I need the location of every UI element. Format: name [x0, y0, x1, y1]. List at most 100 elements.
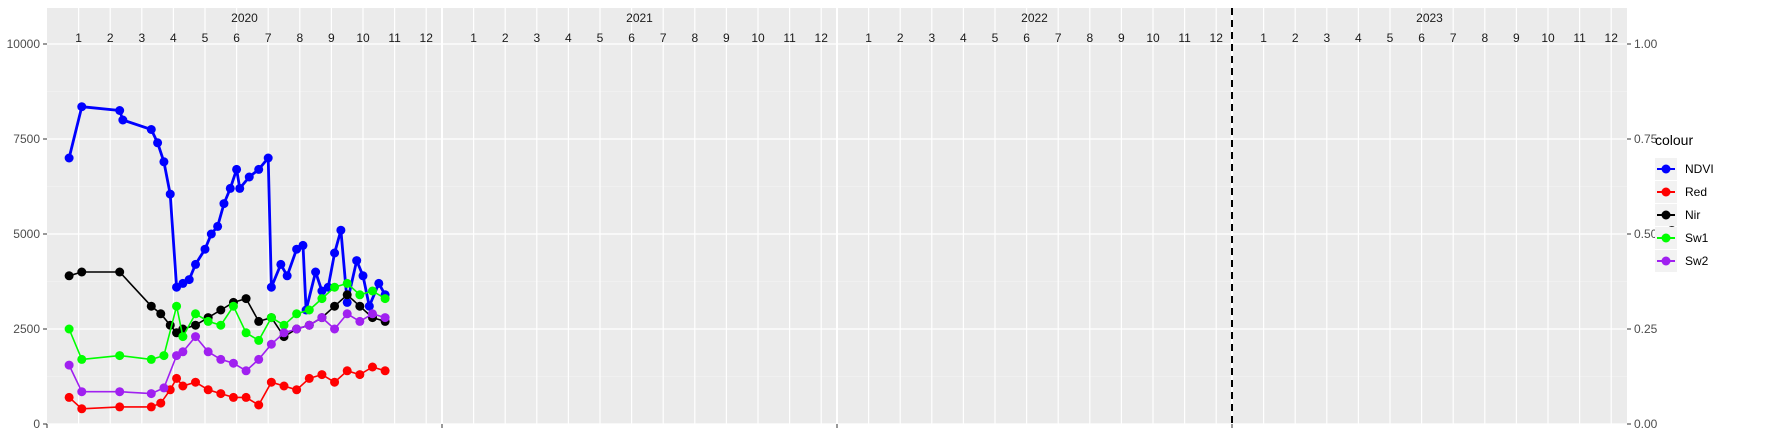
data-point-ndvi — [276, 259, 286, 269]
month-label: 6 — [628, 31, 635, 45]
data-point-ndvi — [364, 301, 374, 311]
facet-year-label: 2023 — [1416, 11, 1443, 25]
data-point-sw1 — [380, 294, 390, 304]
data-point-sw2 — [304, 320, 314, 330]
panel-background — [442, 8, 837, 424]
data-point-ndvi — [153, 138, 163, 148]
data-point-sw2 — [191, 332, 201, 342]
data-point-red — [77, 404, 87, 414]
legend-label-sw1: Sw1 — [1685, 231, 1709, 245]
data-point-sw2 — [266, 339, 276, 349]
month-label: 2 — [897, 31, 904, 45]
data-point-ndvi — [191, 259, 201, 269]
month-label: 1 — [75, 31, 82, 45]
data-point-sw1 — [159, 351, 169, 361]
data-point-red — [146, 402, 156, 412]
data-point-sw1 — [191, 309, 201, 319]
data-point-ndvi — [206, 229, 216, 239]
facet-panel-2022 — [837, 8, 1232, 425]
data-point-red — [178, 381, 188, 391]
month-label: 5 — [1387, 31, 1394, 45]
data-point-ndvi — [118, 115, 128, 125]
data-point-ndvi — [336, 225, 346, 235]
y-tick-label: 10000 — [7, 37, 41, 51]
data-point-sw2 — [203, 347, 213, 357]
legend-key-point — [1661, 187, 1671, 197]
data-point-sw1 — [330, 282, 340, 292]
y-tick-label: 7500 — [13, 132, 40, 146]
data-point-sw1 — [172, 301, 182, 311]
legend-key-point — [1661, 233, 1671, 243]
data-point-ndvi — [311, 267, 321, 277]
data-point-sw2 — [317, 313, 327, 323]
y2-tick-label: 0.00 — [1634, 417, 1658, 431]
month-label: 9 — [723, 31, 730, 45]
data-point-ndvi — [263, 153, 273, 163]
month-label: 7 — [1055, 31, 1062, 45]
data-point-sw2 — [279, 328, 289, 338]
month-label: 3 — [533, 31, 540, 45]
month-label: 8 — [691, 31, 698, 45]
data-point-red — [64, 392, 74, 402]
data-point-nir — [241, 294, 251, 304]
month-label: 3 — [138, 31, 145, 45]
facet-year-label: 2022 — [1021, 11, 1048, 25]
data-point-nir — [146, 301, 156, 311]
y2-tick-label: 0.50 — [1634, 227, 1658, 241]
data-point-sw2 — [178, 347, 188, 357]
data-point-sw2 — [241, 366, 251, 376]
data-point-ndvi — [330, 248, 340, 258]
data-point-sw1 — [342, 278, 352, 288]
data-point-sw2 — [115, 387, 125, 397]
data-point-ndvi — [165, 189, 175, 199]
month-label: 11 — [783, 31, 796, 45]
data-point-sw2 — [367, 309, 377, 319]
month-label: 11 — [1178, 31, 1191, 45]
data-point-sw1 — [266, 313, 276, 323]
month-label: 4 — [170, 31, 177, 45]
data-point-sw1 — [146, 354, 156, 364]
data-point-sw2 — [216, 354, 226, 364]
data-point-nir — [355, 301, 365, 311]
data-point-ndvi — [374, 278, 384, 288]
data-point-red — [241, 392, 251, 402]
data-point-red — [115, 402, 125, 412]
legend-label-ndvi: NDVI — [1685, 162, 1714, 176]
data-point-ndvi — [342, 297, 352, 307]
series-sw2 — [64, 309, 390, 399]
data-point-ndvi — [282, 271, 292, 281]
data-point-sw2 — [292, 324, 302, 334]
data-point-red — [367, 362, 377, 372]
data-point-sw1 — [241, 328, 251, 338]
month-label: 9 — [1118, 31, 1125, 45]
data-point-sw1 — [216, 320, 226, 330]
month-label: 3 — [1323, 31, 1330, 45]
data-point-ndvi — [244, 172, 254, 182]
month-label: 1 — [1260, 31, 1267, 45]
data-point-ndvi — [219, 199, 229, 209]
data-point-red — [203, 385, 213, 395]
month-label: 7 — [660, 31, 667, 45]
data-point-sw2 — [77, 387, 87, 397]
data-point-nir — [330, 301, 340, 311]
data-point-red — [156, 398, 166, 408]
data-point-ndvi — [225, 183, 235, 193]
legend-key-point — [1661, 256, 1671, 266]
series-red — [64, 362, 390, 414]
month-label: 6 — [1023, 31, 1030, 45]
panel-background — [1232, 8, 1627, 424]
data-point-sw2 — [355, 316, 365, 326]
data-point-ndvi — [77, 102, 87, 112]
data-point-sw2 — [159, 383, 169, 393]
data-point-sw2 — [342, 309, 352, 319]
month-label: 1 — [865, 31, 872, 45]
data-point-ndvi — [323, 282, 333, 292]
facet-year-label: 2021 — [626, 11, 653, 25]
data-point-sw1 — [292, 309, 302, 319]
month-label: 7 — [265, 31, 272, 45]
month-label: 6 — [1418, 31, 1425, 45]
data-point-nir — [216, 305, 226, 315]
data-point-ndvi — [184, 275, 194, 285]
data-point-sw1 — [367, 286, 377, 296]
data-point-ndvi — [298, 240, 308, 250]
